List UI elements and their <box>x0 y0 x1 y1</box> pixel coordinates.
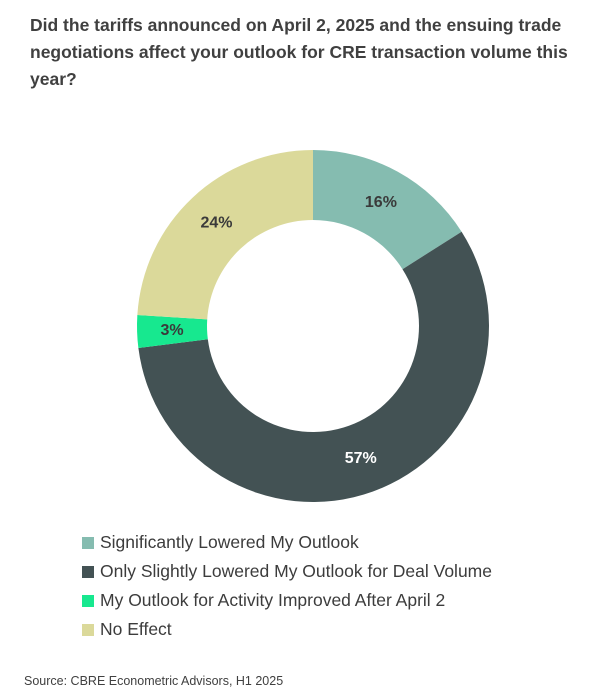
data-label-1: 16% <box>365 194 397 211</box>
legend-item-slightly-lowered: Only Slightly Lowered My Outlook for Dea… <box>82 557 492 586</box>
donut-chart: 16% 57% 3% 24% <box>137 150 489 502</box>
chart-legend: Significantly Lowered My Outlook Only Sl… <box>82 528 492 644</box>
donut-slice-4 <box>137 150 313 320</box>
legend-swatch <box>82 565 94 578</box>
legend-label: Only Slightly Lowered My Outlook for Dea… <box>100 561 492 581</box>
donut-slice-1 <box>313 150 462 270</box>
donut-slice-2 <box>138 231 489 502</box>
chart-title: Did the tariffs announced on April 2, 20… <box>30 15 568 89</box>
legend-item-no-effect: No Effect <box>82 615 492 644</box>
legend-swatch <box>82 623 94 636</box>
data-label-4: 24% <box>200 215 232 232</box>
data-label-2: 57% <box>345 450 377 467</box>
data-label-3: 3% <box>161 322 184 339</box>
legend-swatch <box>82 594 94 607</box>
source-note: Source: CBRE Econometric Advisors, H1 20… <box>24 674 284 688</box>
donut-slices <box>137 150 489 502</box>
legend-swatch <box>82 536 94 549</box>
legend-label: My Outlook for Activity Improved After A… <box>100 590 446 610</box>
legend-label: Significantly Lowered My Outlook <box>100 532 359 552</box>
legend-label: No Effect <box>100 619 172 639</box>
legend-item-improved: My Outlook for Activity Improved After A… <box>82 586 492 615</box>
donut-data-labels: 16% 57% 3% 24% <box>161 194 397 467</box>
donut-slice-3 <box>137 314 208 349</box>
legend-item-significantly-lowered: Significantly Lowered My Outlook <box>82 528 492 557</box>
